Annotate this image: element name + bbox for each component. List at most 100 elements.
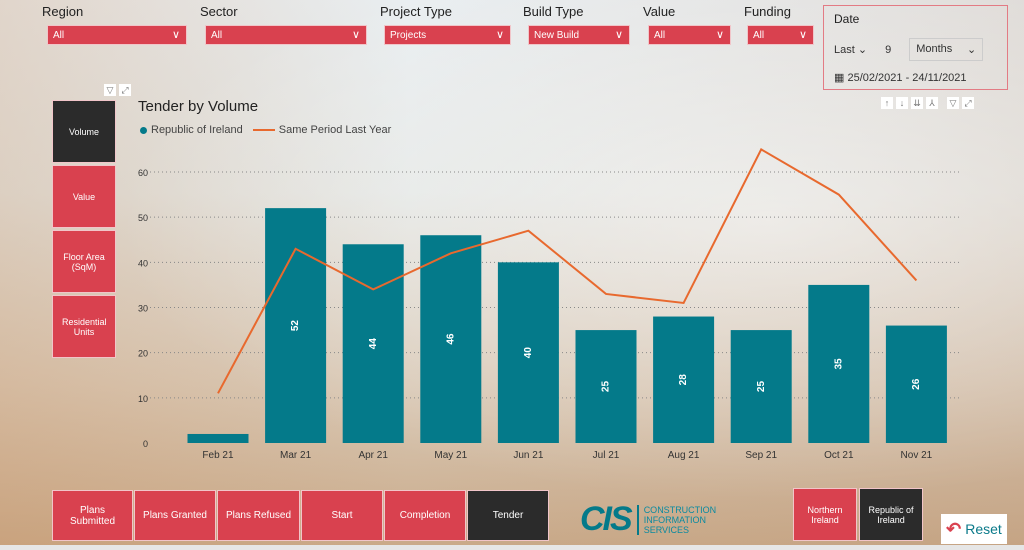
filter-funding: Funding All ∨ <box>744 4 814 45</box>
filter-dropdown[interactable]: All ∨ <box>47 25 187 45</box>
region-button[interactable]: Republic of Ireland <box>859 488 923 541</box>
measure-label: Floor Area (SqM) <box>63 251 105 272</box>
filter-dropdown[interactable]: All ∨ <box>747 25 814 45</box>
filter-label: Region <box>42 4 84 19</box>
y-tick-label: 50 <box>138 213 148 223</box>
chevron-down-icon: ⌄ <box>966 44 977 56</box>
bar-data-label: 44 <box>368 338 379 350</box>
line-series-last-year <box>217 148 918 394</box>
y-tick-label: 20 <box>138 349 148 359</box>
logo-text: CIS <box>580 500 633 538</box>
y-tick-label: 10 <box>138 394 148 404</box>
stage-label: Plans Refused <box>225 510 292 521</box>
filter-dropdown[interactable]: All ∨ <box>205 25 367 45</box>
drill-down-icon[interactable]: ↓ <box>896 97 908 109</box>
date-label: Date <box>834 12 860 26</box>
filter-value: All <box>753 30 765 41</box>
x-tick-label: Mar 21 <box>280 450 312 461</box>
bar-data-label: 26 <box>911 378 922 390</box>
chevron-down-icon: ∨ <box>614 29 623 41</box>
focus-mode-icon[interactable]: ⤢ <box>119 84 131 96</box>
chevron-down-icon: ∨ <box>715 29 724 41</box>
stage-button[interactable]: Start <box>301 490 383 541</box>
bar[interactable] <box>885 325 947 443</box>
bar[interactable] <box>187 433 249 443</box>
x-tick-label: Aug 21 <box>668 450 700 461</box>
filter-dropdown[interactable]: New Build ∨ <box>528 25 630 45</box>
cis-logo: CIS CONSTRUCTION INFORMATION SERVICES <box>580 500 732 539</box>
stage-label: Plans Submitted <box>69 504 116 527</box>
x-tick-label: Feb 21 <box>202 450 234 461</box>
filter-value: All <box>211 30 223 41</box>
stage-label: Completion <box>399 510 451 521</box>
filter-value: All <box>53 30 65 41</box>
y-tick-label: 0 <box>143 439 148 449</box>
stage-button[interactable]: Completion <box>384 490 466 541</box>
date-count-input[interactable]: 9 <box>885 43 892 56</box>
filter-label: Sector <box>200 4 238 19</box>
logo-subtext: CONSTRUCTION INFORMATION SERVICES <box>636 504 732 535</box>
filter-sector: Sector All ∨ <box>200 4 367 45</box>
stage-button[interactable]: Plans Refused <box>217 490 300 541</box>
focus-mode-icon[interactable]: ⤢ <box>962 97 974 109</box>
y-tick-label: 30 <box>138 304 148 314</box>
chevron-down-icon: ∨ <box>798 29 807 41</box>
page-footer-bar <box>0 545 1024 550</box>
measure-label: Volume <box>68 126 100 137</box>
undo-icon: ↶ <box>946 518 962 539</box>
filter-label: Project Type <box>380 4 453 19</box>
measure-button[interactable]: Volume <box>52 100 116 163</box>
legend-label[interactable]: Republic of Ireland <box>151 124 243 136</box>
x-tick-label: Nov 21 <box>901 450 933 461</box>
bar[interactable] <box>653 316 715 443</box>
chevron-down-icon: ⌄ <box>857 44 868 56</box>
stage-button[interactable]: Tender <box>467 490 549 541</box>
stage-label: Plans Granted <box>143 510 207 521</box>
expand-hierarchy-icon[interactable]: ⅄ <box>926 97 938 109</box>
measure-button[interactable]: Value <box>52 165 116 228</box>
filter-icon[interactable]: ▽ <box>104 84 116 96</box>
date-slicer: Date Last ⌄ 9 Months ⌄ ▦ 25/02/2021 - 24/… <box>823 5 1008 90</box>
y-tick-label: 60 <box>138 168 148 178</box>
chevron-down-icon: ∨ <box>495 29 504 41</box>
date-range[interactable]: 25/02/2021 - 24/11/2021 <box>847 72 967 84</box>
bar[interactable] <box>808 284 870 443</box>
x-tick-label: Apr 21 <box>358 450 388 461</box>
bar[interactable] <box>730 330 792 443</box>
filter-value: Projects <box>390 30 427 41</box>
filter-build-type: Build Type New Build ∨ <box>523 4 630 45</box>
legend-label[interactable]: Same Period Last Year <box>278 124 392 136</box>
bar-data-label: 52 <box>290 320 301 332</box>
x-tick-label: Oct 21 <box>824 450 854 461</box>
date-mode-dropdown[interactable]: Last ⌄ <box>834 43 867 56</box>
bar[interactable] <box>420 235 482 443</box>
date-unit-dropdown[interactable]: Months ⌄ <box>909 38 984 61</box>
measure-button[interactable]: Residential Units <box>52 295 116 358</box>
filter-icon[interactable]: ▽ <box>947 97 959 109</box>
chevron-down-icon: ∨ <box>171 29 180 41</box>
filter-value: New Build <box>534 30 580 41</box>
bar[interactable] <box>265 208 327 443</box>
bar[interactable] <box>497 262 559 443</box>
filter-value: All <box>654 30 666 41</box>
region-label: Republic of Ireland <box>868 504 914 525</box>
chart-title: Tender by Volume <box>138 98 259 115</box>
region-button[interactable]: Northern Ireland <box>793 488 857 541</box>
measure-button[interactable]: Floor Area (SqM) <box>52 230 116 293</box>
reset-button[interactable]: ↶ Reset <box>941 514 1007 544</box>
drill-up-icon[interactable]: ↑ <box>881 97 893 109</box>
legend-marker-line <box>252 129 275 131</box>
stage-label: Tender <box>492 510 524 521</box>
bar[interactable] <box>575 330 637 443</box>
next-level-icon[interactable]: ⇊ <box>911 97 923 109</box>
measure-label: Residential Units <box>62 316 107 337</box>
filter-dropdown[interactable]: All ∨ <box>648 25 731 45</box>
stage-button[interactable]: Plans Submitted <box>52 490 133 541</box>
filter-label: Build Type <box>523 4 584 19</box>
filter-dropdown[interactable]: Projects ∨ <box>384 25 511 45</box>
bar[interactable] <box>342 244 404 443</box>
x-tick-label: May 21 <box>434 450 467 461</box>
stage-button[interactable]: Plans Granted <box>134 490 216 541</box>
calendar-icon: ▦ <box>834 72 845 84</box>
date-unit-value: Months <box>916 43 953 55</box>
